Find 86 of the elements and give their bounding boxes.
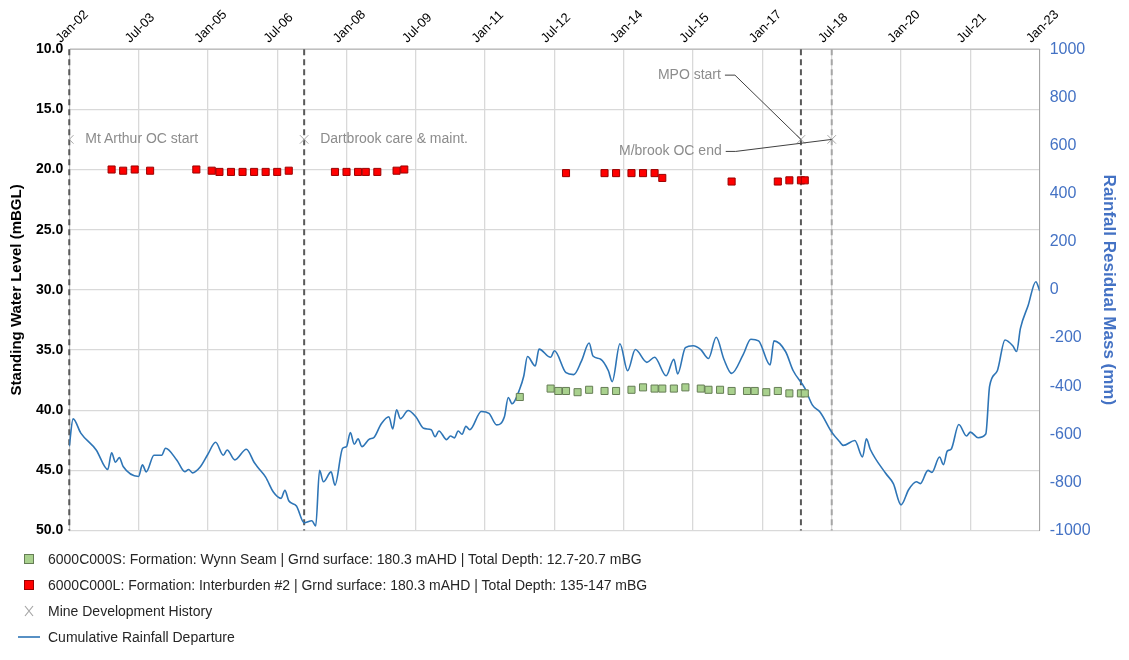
point bbox=[826, 134, 837, 145]
point bbox=[546, 384, 555, 393]
y2-axis-title: Rainfall Residual Mass (mm) bbox=[1100, 174, 1120, 406]
point bbox=[600, 386, 609, 396]
point bbox=[585, 385, 594, 394]
y2-tick-label: 1000 bbox=[1049, 39, 1086, 57]
y-tick-label: 20.0 bbox=[36, 160, 64, 177]
point bbox=[750, 386, 759, 396]
point bbox=[354, 167, 363, 176]
point bbox=[561, 169, 571, 178]
y2-tick-label: -200 bbox=[1049, 328, 1082, 346]
point bbox=[299, 134, 309, 145]
point bbox=[226, 167, 236, 176]
point bbox=[639, 383, 648, 392]
point bbox=[273, 167, 282, 176]
point bbox=[600, 169, 609, 178]
line-series bbox=[69, 280, 1040, 527]
y-tick-label: 50.0 bbox=[36, 521, 64, 538]
y2-tick-label: 0 bbox=[1049, 280, 1059, 298]
y-tick-label: 15.0 bbox=[36, 100, 64, 117]
point bbox=[238, 167, 247, 176]
point bbox=[762, 388, 771, 397]
point bbox=[261, 167, 270, 176]
point bbox=[727, 177, 736, 186]
y-tick-label: 40.0 bbox=[36, 401, 64, 418]
point bbox=[627, 385, 636, 394]
point bbox=[627, 169, 636, 178]
point bbox=[727, 386, 736, 396]
annotation: Dartbrook care & maint. bbox=[320, 130, 468, 147]
point bbox=[658, 384, 667, 393]
point bbox=[215, 167, 224, 176]
point bbox=[342, 167, 351, 176]
point bbox=[742, 386, 752, 396]
point bbox=[773, 177, 782, 186]
annotation: Mt Arthur OC start bbox=[85, 130, 199, 147]
y2-tick-label: 800 bbox=[1049, 87, 1077, 105]
y-tick-label: 35.0 bbox=[36, 340, 64, 357]
point bbox=[392, 166, 401, 175]
legend-label: Mine Development History bbox=[48, 603, 213, 619]
point bbox=[785, 389, 794, 398]
y-tick-label: 25.0 bbox=[36, 220, 64, 237]
y2-tick-label: -400 bbox=[1049, 376, 1082, 394]
point bbox=[612, 386, 621, 396]
annotation: M/brook OC end bbox=[619, 142, 722, 159]
point bbox=[716, 385, 725, 394]
point bbox=[639, 169, 648, 178]
point bbox=[681, 383, 690, 392]
legend-label: 6000C000S: Formation: Wynn Seam | Grnd surface: 180.3 mAHD | Total Depth: 12.7-20.7 mBG bbox=[48, 551, 642, 567]
point bbox=[696, 384, 705, 393]
point bbox=[192, 165, 201, 174]
y-axis-title: Standing Water Level (mBGL) bbox=[7, 184, 25, 396]
point bbox=[119, 166, 128, 175]
point bbox=[400, 165, 409, 174]
y2-tick-label: 200 bbox=[1049, 232, 1077, 250]
y2-tick-label: -800 bbox=[1049, 472, 1082, 490]
y2-tick-label: -1000 bbox=[1049, 521, 1091, 539]
point bbox=[650, 169, 659, 178]
y2-tick-label: 400 bbox=[1049, 183, 1077, 201]
y2-tick-label: -600 bbox=[1049, 424, 1082, 442]
y2-tick-label: 600 bbox=[1049, 135, 1077, 153]
point bbox=[650, 384, 659, 393]
annotation: MPO start bbox=[657, 66, 722, 82]
point bbox=[250, 167, 259, 176]
point bbox=[573, 388, 582, 397]
point bbox=[373, 167, 382, 176]
point bbox=[800, 389, 809, 398]
legend-label: 6000C000L: Formation: Interburden #2 | Grnd surface: 180.3 mAHD | Total Depth: 135-147 mBG bbox=[48, 577, 648, 593]
point bbox=[800, 176, 809, 185]
point bbox=[515, 392, 524, 402]
point bbox=[284, 166, 293, 175]
y-tick-label: 30.0 bbox=[36, 280, 64, 297]
point bbox=[785, 176, 794, 185]
point bbox=[612, 169, 621, 178]
point bbox=[330, 167, 339, 176]
legend-label: Cumulative Rainfall Departure bbox=[48, 629, 235, 645]
point bbox=[704, 385, 713, 394]
point bbox=[669, 384, 678, 393]
point bbox=[146, 166, 155, 175]
point bbox=[130, 165, 139, 174]
point bbox=[561, 386, 571, 396]
point bbox=[361, 167, 370, 176]
y-tick-label: 45.0 bbox=[36, 461, 64, 478]
point bbox=[107, 165, 116, 174]
point bbox=[773, 386, 782, 396]
point bbox=[658, 173, 667, 182]
point bbox=[554, 386, 563, 396]
